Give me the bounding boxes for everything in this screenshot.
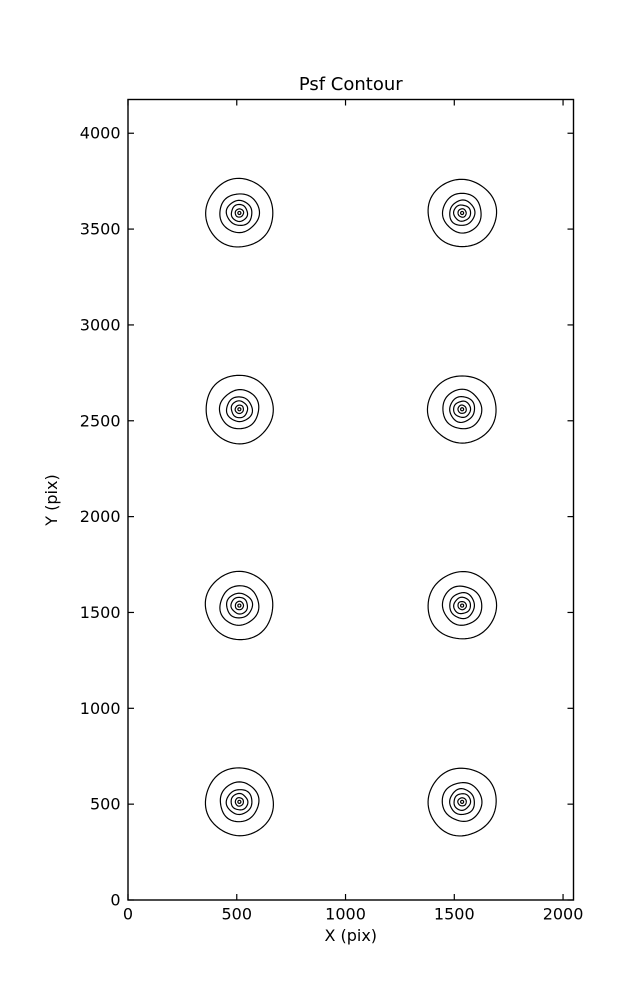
contour-ring xyxy=(234,797,244,807)
contour-ring xyxy=(427,570,498,640)
contour-ring xyxy=(230,203,249,223)
x-tick-label: 1500 xyxy=(434,905,475,924)
contour-ring-center xyxy=(460,603,465,608)
contour-ring xyxy=(449,199,476,226)
contour-ring-center xyxy=(460,799,465,804)
contour-ring xyxy=(219,193,261,234)
contour-ring xyxy=(426,375,497,444)
psf-blob xyxy=(204,570,274,641)
psf-blob xyxy=(427,178,498,248)
contour-blobs xyxy=(204,177,498,837)
contour-ring xyxy=(453,793,472,811)
psf-blob xyxy=(204,767,275,837)
x-tick-label: 500 xyxy=(221,905,252,924)
y-tick-label: 3500 xyxy=(80,220,121,239)
plot-frame xyxy=(127,98,575,901)
contour-ring xyxy=(230,792,249,811)
contour-ring xyxy=(226,592,254,619)
contour-ring xyxy=(449,396,476,424)
contour-ring-center xyxy=(460,210,465,216)
contour-ring xyxy=(452,204,472,222)
contour-ring xyxy=(427,767,497,837)
contour-ring xyxy=(234,404,244,415)
contour-ring-center xyxy=(237,210,242,216)
contour-ring-center xyxy=(237,603,242,608)
chart-title: Psf Contour xyxy=(299,74,403,95)
y-tick-label: 1000 xyxy=(80,699,121,718)
x-tick-label: 0 xyxy=(123,905,133,924)
contour-ring xyxy=(234,208,245,218)
contour-ring-center xyxy=(237,799,242,804)
contour-ring xyxy=(453,596,472,615)
contour-ring xyxy=(457,404,467,414)
contour-ring xyxy=(225,396,254,423)
contour-ring xyxy=(441,192,482,234)
y-tick-label: 3000 xyxy=(80,315,121,334)
y-axis-label: Y (pix) xyxy=(42,474,61,526)
y-tick-label: 2500 xyxy=(80,411,121,430)
psf-blob xyxy=(427,570,498,640)
contour-ring xyxy=(225,199,253,226)
psf-blob xyxy=(205,374,274,445)
contour-ring xyxy=(218,389,260,430)
contour-ring-center xyxy=(460,407,465,412)
y-tick-label: 0 xyxy=(110,891,120,910)
contour-ring xyxy=(449,788,475,816)
contour-ring xyxy=(449,592,476,620)
contour-ring xyxy=(205,374,274,445)
y-tick-label: 500 xyxy=(90,795,121,814)
contour-ring xyxy=(442,388,483,430)
contour-ring xyxy=(225,789,253,816)
y-tick-label: 4000 xyxy=(80,124,121,143)
contour-ring xyxy=(457,600,468,611)
contour-ring xyxy=(230,596,249,615)
contour-ring xyxy=(219,781,260,823)
contour-ring xyxy=(205,177,274,248)
psf-blob xyxy=(427,767,497,837)
contour-ring xyxy=(204,570,274,641)
psf-blob xyxy=(205,177,274,248)
contour-ring xyxy=(230,400,249,419)
contour-ring xyxy=(219,585,260,626)
y-tick-label: 2000 xyxy=(80,507,121,526)
contour-ring xyxy=(453,400,472,418)
axis-tick-labels: 0 500 1000 1500 2000 0 500 1000 1500 2000 2500 3000… xyxy=(80,124,584,924)
x-tick-label: 2000 xyxy=(543,905,584,924)
contour-ring xyxy=(457,208,467,218)
x-tick-label: 1000 xyxy=(325,905,366,924)
contour-ring xyxy=(234,600,245,611)
y-tick-label: 1500 xyxy=(80,603,121,622)
contour-ring xyxy=(457,797,467,807)
psf-blob xyxy=(426,375,497,444)
x-axis-label: X (pix) xyxy=(324,926,377,945)
contour-ring xyxy=(427,178,498,248)
contour-ring xyxy=(441,585,483,626)
axis-ticks xyxy=(127,99,574,901)
contour-ring xyxy=(441,782,483,822)
contour-ring xyxy=(204,767,275,837)
contour-ring-center xyxy=(237,407,242,412)
